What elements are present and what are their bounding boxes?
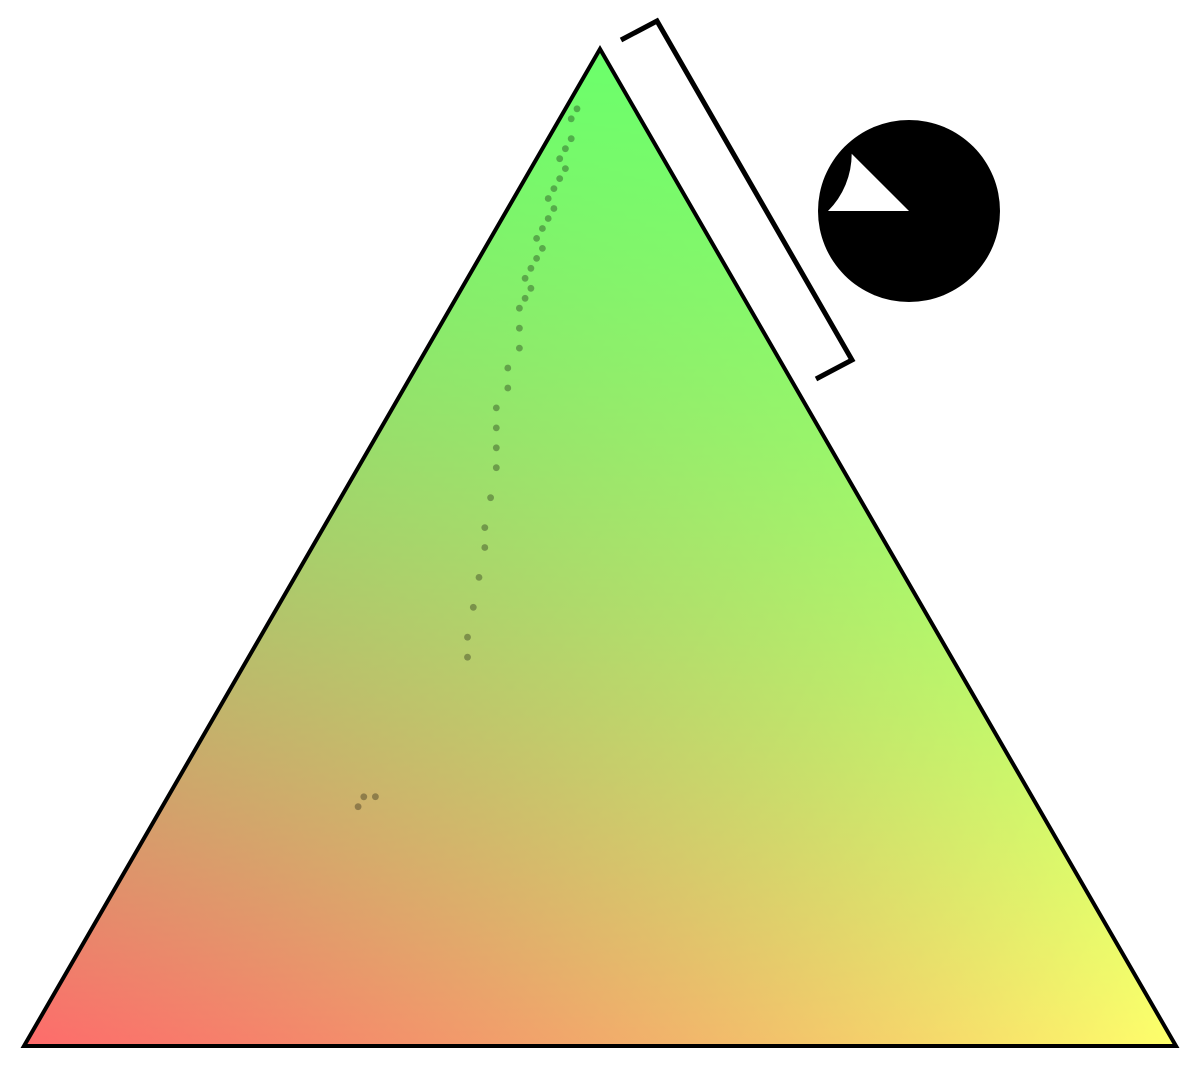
scatter-point	[550, 205, 558, 212]
scatter-point	[533, 235, 540, 242]
scatter-point	[550, 185, 558, 193]
scatter-point	[533, 255, 540, 262]
edge-bracket	[619, 17, 856, 382]
scatter-point	[521, 294, 529, 302]
scatter-point	[544, 215, 552, 222]
scatter-point	[556, 155, 564, 163]
scatter-point	[562, 165, 569, 173]
scatter-point	[516, 304, 523, 312]
scatter-point	[492, 464, 500, 472]
scatter-point	[492, 444, 500, 452]
scatter-point	[539, 245, 546, 252]
scatter-point	[360, 793, 368, 801]
pie-empty-wedge	[828, 153, 909, 211]
scatter-point	[492, 404, 500, 412]
scatter-point	[464, 653, 471, 661]
scatter-point	[481, 524, 489, 531]
scatter-points	[354, 105, 581, 811]
scatter-point	[573, 105, 581, 113]
scatter-point	[372, 793, 379, 801]
scatter-point	[521, 274, 529, 282]
scatter-point	[504, 384, 512, 392]
triangle-outline	[20, 45, 1180, 1048]
scatter-point	[475, 574, 483, 581]
scatter-point	[567, 115, 575, 123]
scatter-point	[492, 424, 500, 432]
scatter-point	[562, 145, 569, 153]
scatter-point	[354, 803, 362, 811]
scatter-point	[527, 284, 535, 292]
scatter-point	[481, 544, 489, 551]
pie-chart-icon	[818, 120, 1000, 302]
scatter-point	[544, 195, 552, 202]
scatter-point	[504, 364, 512, 372]
scatter-point	[567, 135, 575, 143]
scatter-point	[516, 344, 523, 352]
scatter-point	[527, 264, 535, 272]
scatter-point	[487, 494, 494, 502]
scatter-point	[464, 633, 471, 641]
scatter-point	[469, 603, 477, 611]
scatter-point	[539, 225, 546, 232]
scatter-point	[516, 324, 523, 332]
scatter-point	[556, 175, 564, 183]
